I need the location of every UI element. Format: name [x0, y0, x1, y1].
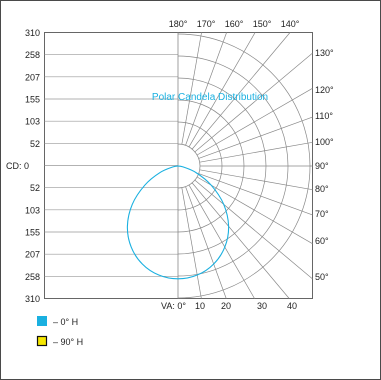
angle-label: 70° — [315, 209, 329, 219]
candela-curves — [126, 165, 230, 280]
angle-label: 110° — [315, 111, 333, 121]
angle-label: 160° — [225, 19, 244, 29]
polar-ray — [181, 187, 202, 299]
polar-ray — [185, 186, 227, 299]
cd-tick-label: 155 — [25, 228, 40, 238]
angle-label: 50° — [315, 272, 329, 282]
angle-label: 90° — [315, 161, 329, 171]
legend-swatch-0h — [37, 316, 47, 326]
cd-tick-label: 52 — [30, 139, 40, 149]
polar-ray — [198, 116, 313, 159]
polar-ray — [185, 32, 227, 146]
angle-label: 180° — [169, 19, 188, 29]
polar-ray — [199, 169, 313, 191]
va-axis-labels: VA: 0° 10 20 30 40 — [161, 301, 297, 311]
legend-text-90h: 90° H — [61, 337, 84, 347]
cd-tick-label: 103 — [25, 205, 40, 215]
polar-ray — [196, 176, 313, 244]
angle-labels: 180° 170° 160° 150° 140° 130° 120° 110° 100° 90° 8… — [169, 19, 334, 282]
angle-label: 130° — [315, 48, 334, 58]
cd-tick-label: 310 — [25, 28, 40, 38]
va-tick-label: 10 — [195, 301, 205, 311]
angle-label: 140° — [281, 19, 300, 29]
legend-label-0h: – 0° H — [53, 317, 78, 327]
cd-tick-label: 207 — [25, 250, 40, 260]
cd-tick-label: 52 — [30, 183, 40, 193]
cd-tick-label: 258 — [25, 50, 40, 60]
chart-title: Polar Candela Distribution — [152, 92, 268, 103]
angle-label: 120° — [315, 85, 334, 95]
cd-zero-label: CD: 0 — [6, 161, 29, 171]
polar-ray — [198, 173, 313, 216]
legend-text-0h: 0° H — [61, 317, 79, 327]
legend: – 0° H – 90° H — [36, 316, 83, 347]
polar-ray — [199, 141, 313, 163]
polar-ray — [194, 52, 313, 153]
va-tick-label: 20 — [221, 301, 231, 311]
polar-ray — [188, 32, 256, 148]
cd-tick-label: 310 — [25, 294, 40, 304]
polar-ray — [181, 32, 202, 145]
angle-label: 80° — [315, 184, 329, 194]
cd-tick-label: 155 — [25, 95, 40, 105]
cd-axis-labels: 310 258 207 155 103 52 CD: 0 52 103 155 207 258 310 — [6, 28, 40, 304]
legend-swatch-90h — [36, 335, 48, 347]
cd-tick-label: 258 — [25, 272, 40, 282]
polar-ray — [188, 184, 255, 299]
angle-label: 60° — [315, 236, 329, 246]
cd-tick-label: 207 — [25, 72, 40, 82]
angle-label: 150° — [253, 19, 272, 29]
polar-ray — [194, 179, 313, 280]
polar-rays — [181, 32, 313, 299]
angle-label: 100° — [315, 137, 334, 147]
polar-ray — [191, 182, 290, 299]
polar-ray — [191, 32, 291, 150]
cd-tick-label: 103 — [25, 117, 40, 127]
va-tick-label: VA: 0° — [161, 301, 186, 311]
angle-label: 170° — [197, 19, 216, 29]
series-curve — [126, 165, 230, 280]
legend-label-90h: – 90° H — [53, 337, 83, 347]
va-tick-label: 40 — [287, 301, 297, 311]
polar-ray — [196, 88, 313, 156]
va-tick-label: 30 — [257, 301, 267, 311]
